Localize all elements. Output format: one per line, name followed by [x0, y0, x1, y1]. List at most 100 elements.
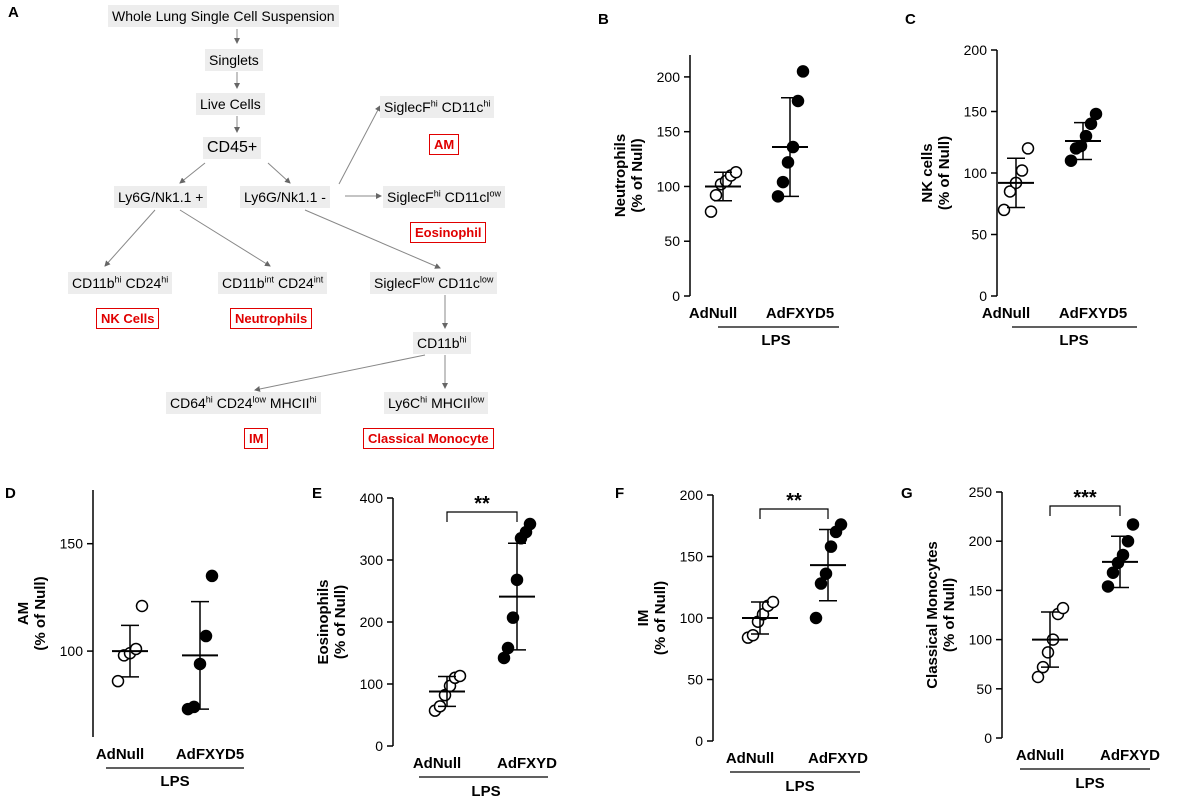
point-g-adnull-4: [1051, 607, 1065, 621]
panel-letter-g: G: [901, 485, 913, 502]
panel-letter-f: F: [615, 485, 624, 502]
population-nk: NK Cells: [96, 308, 160, 329]
point-g-adfxyd-3: [1116, 548, 1130, 562]
significance-bracket-e: [446, 511, 518, 522]
y-label-g: Classical Monocytes: [924, 541, 941, 689]
x-category-label-c-0: AdNull: [982, 305, 1030, 322]
x-category-label-g-1: AdFXYD: [1100, 747, 1160, 764]
point-e-adnull-1: [433, 700, 447, 713]
y-label-c: NK cells: [919, 143, 936, 202]
y-tick-label-c-200: 200: [964, 42, 988, 58]
point-e-adfxyd-3: [510, 573, 524, 587]
point-g-adfxyd-4: [1121, 534, 1135, 548]
y-tick-label-e-300: 300: [360, 552, 384, 568]
y-label-f: IM: [635, 610, 652, 627]
point-f-adnull-0: [741, 631, 755, 644]
x-category-label-b-1: AdFXYD5: [766, 305, 834, 322]
x-category-label-g-0: AdNull: [1016, 747, 1064, 764]
group-label-c: LPS: [1059, 332, 1088, 349]
point-b-adnull-1: [709, 188, 723, 202]
point-g-adnull-1: [1036, 660, 1050, 674]
y-tick-label-c-100: 100: [964, 165, 988, 181]
gate-eosinophil: SiglecFhi CD11clow: [383, 186, 505, 208]
point-d-adfxyd5-1: [187, 700, 201, 714]
point-e-adnull-5: [453, 669, 467, 683]
point-e-adfxyd-0: [497, 651, 511, 665]
gate-classical-monocyte: Ly6Chi MHCIIlow: [384, 392, 489, 414]
x-category-label-b-0: AdNull: [689, 305, 737, 322]
gate-siglecf-low: SiglecFlow CD11clow: [370, 272, 498, 294]
arrow-pos-to-neut: [179, 209, 271, 267]
point-b-adfxyd5-3: [786, 140, 800, 154]
point-g-adnull-5: [1056, 601, 1070, 615]
y-label2-d: (% of Null): [32, 576, 49, 650]
panel-letter-e: E: [312, 485, 322, 502]
y-tick-label-d-150: 150: [60, 536, 84, 552]
point-d-adnull-0: [111, 674, 125, 688]
point-e-adfxyd-4: [514, 532, 528, 545]
x-category-label-e-0: AdNull: [413, 755, 461, 772]
significance-label-f: **: [786, 490, 802, 512]
point-f-adfxyd-5: [834, 518, 848, 531]
gate-live-cells: Live Cells: [196, 93, 265, 115]
gate-am: SiglecFhi CD11chi: [380, 96, 495, 118]
point-b-adfxyd5-2: [781, 156, 795, 169]
point-f-adfxyd-4: [829, 525, 843, 539]
population-am: AM: [429, 134, 460, 155]
panel-letter-a: A: [8, 4, 19, 21]
y-tick-label-b-50: 50: [664, 233, 680, 249]
point-c-adnull-0: [997, 203, 1011, 217]
point-f-adfxyd-3: [824, 540, 838, 553]
y-tick-label-b-100: 100: [657, 178, 681, 194]
point-g-adfxyd-1: [1106, 566, 1120, 579]
y-tick-label-c-150: 150: [964, 104, 988, 120]
point-e-adfxyd-1: [501, 641, 515, 655]
y-tick-label-e-0: 0: [375, 738, 383, 754]
point-e-adnull-3: [443, 679, 457, 693]
y-tick-label-c-0: 0: [979, 288, 987, 304]
point-c-adnull-1: [1003, 185, 1017, 198]
point-g-adfxyd-0: [1101, 580, 1115, 593]
point-b-adnull-0: [704, 205, 718, 218]
x-category-label-e-1: AdFXYD: [497, 755, 557, 772]
point-e-adnull-2: [438, 688, 452, 702]
arrow-neg-to-siglecflow: [304, 209, 441, 269]
y-tick-label-f-50: 50: [687, 672, 703, 688]
arrow-pos-to-nk: [104, 209, 156, 267]
significance-bracket-g: [1049, 505, 1121, 516]
gating-arrows: [104, 29, 448, 392]
point-e-adfxyd-2: [506, 611, 520, 624]
point-f-adnull-4: [761, 599, 775, 612]
point-g-adnull-0: [1031, 670, 1045, 684]
point-g-adfxyd-5: [1126, 518, 1140, 531]
x-category-label-c-1: AdFXYD5: [1059, 305, 1127, 322]
y-label-e: Eosinophils: [315, 579, 332, 664]
gate-ly6g-neg: Ly6G/Nk1.1 -: [240, 186, 330, 208]
point-b-adfxyd5-4: [791, 94, 805, 108]
point-f-adfxyd-0: [809, 611, 823, 625]
group-label-b: LPS: [761, 332, 790, 349]
population-eosinophil: Eosinophil: [410, 222, 487, 243]
point-b-adnull-3: [719, 174, 733, 188]
point-b-adfxyd5-0: [771, 190, 785, 203]
point-g-adfxyd-2: [1111, 556, 1125, 570]
y-tick-label-e-200: 200: [360, 614, 384, 630]
x-category-label-d-1: AdFXYD5: [176, 746, 244, 763]
y-label2-g: (% of Null): [941, 578, 958, 652]
gate-singlets: Singlets: [205, 49, 263, 71]
point-g-adnull-2: [1041, 646, 1055, 659]
point-c-adnull-3: [1015, 164, 1029, 177]
significance-label-g: ***: [1073, 487, 1097, 509]
y-tick-label-d-100: 100: [60, 643, 84, 659]
point-c-adfxyd5-3: [1079, 129, 1093, 143]
point-c-adfxyd5-4: [1084, 117, 1098, 131]
point-f-adnull-5: [766, 595, 780, 609]
point-c-adfxyd5-0: [1064, 154, 1078, 167]
point-e-adfxyd-5: [519, 525, 533, 539]
point-e-adnull-4: [448, 671, 462, 685]
arrow-cd45-to-pos: [179, 162, 206, 184]
y-label-d: AM: [15, 602, 32, 625]
point-d-adfxyd5-0: [181, 702, 195, 716]
y-tick-label-g-0: 0: [984, 730, 992, 746]
group-label-d: LPS: [160, 773, 189, 790]
